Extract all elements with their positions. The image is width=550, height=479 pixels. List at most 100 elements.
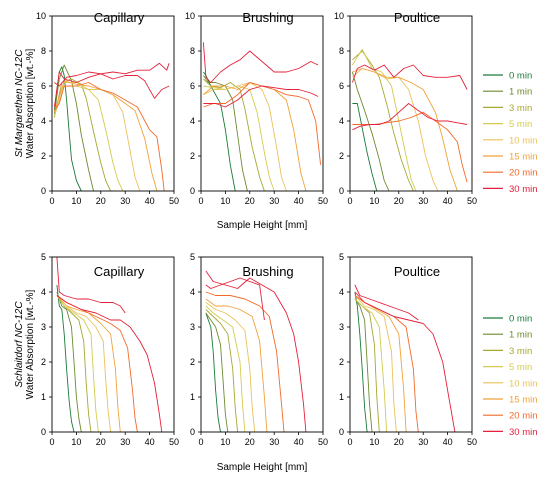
y-tick-label: 4 (339, 287, 344, 297)
y-tick-label: 1 (190, 392, 195, 402)
y-tick-label: 0 (190, 427, 195, 437)
series-line-30-min (53, 71, 170, 108)
x-tick-label: 0 (347, 196, 352, 206)
x-tick-label: 40 (145, 437, 155, 447)
series-line-15-min (56, 295, 121, 433)
y-tick-label: 4 (190, 116, 195, 126)
legend: 0 min 1 min 3 min 5 min 10 min 15 min 20 min 30… (483, 314, 538, 438)
x-tick-label: 30 (120, 437, 130, 447)
legend-label: 15 min (509, 152, 538, 163)
y-tick-label: 1 (41, 392, 46, 402)
panel-capillary-1: Capillary 0 10 20 30 40 50 0 2 4 6 8 10 (36, 10, 179, 206)
x-tick-label: 10 (369, 437, 379, 447)
y-tick-label: 4 (41, 287, 46, 297)
plot-frame (349, 15, 473, 192)
series-line-15-min (352, 68, 458, 192)
x-tick-label: 40 (443, 196, 453, 206)
y-tick-label: 0 (339, 186, 344, 196)
series-line-15-min (354, 295, 407, 433)
x-tick-label: 50 (467, 437, 477, 447)
series-line-30-min (205, 277, 265, 321)
series-line-20-min (54, 82, 165, 192)
panel-title: Capillary (94, 10, 145, 25)
y-axis-label: St Margarethen NC-12CWater Absorption [w… (14, 48, 36, 158)
series-line-0-min (352, 103, 378, 192)
x-tick-label: 10 (220, 196, 230, 206)
x-tick-label: 10 (71, 437, 81, 447)
y-axis-label-sample: St Margarethen NC-12C (14, 49, 25, 158)
y-tick-label: 3 (41, 322, 46, 332)
panel-brushing-2: Brushing 0 10 20 30 40 50 0 1 2 3 4 5 (190, 252, 328, 447)
y-axis-label-sample: Schlaitdorf NC-12C (14, 301, 25, 388)
y-tick-label: 10 (185, 11, 195, 21)
series-line-20-min (354, 295, 419, 433)
x-tick-label: 20 (96, 196, 106, 206)
series-line-5-min (205, 305, 246, 433)
legend-label: 20 min (509, 411, 538, 422)
y-tick-label: 8 (190, 46, 195, 56)
series-line-1-min (56, 291, 82, 433)
series-line-3-min (205, 309, 239, 433)
x-tick-label: 50 (169, 196, 179, 206)
y-tick-label: 4 (339, 116, 344, 126)
panel-brushing-1: Brushing 0 10 20 30 40 50 0 2 4 6 8 10 (185, 10, 328, 206)
y-tick-label: 3 (339, 322, 344, 332)
y-tick-label: 6 (339, 81, 344, 91)
series-line-10-min (352, 68, 439, 192)
y-tick-label: 0 (41, 427, 46, 437)
y-tick-label: 0 (339, 427, 344, 437)
y-tick-label: 6 (41, 81, 46, 91)
x-tick-label: 40 (294, 196, 304, 206)
panel-poultice-2: Poultice 0 10 20 30 40 50 0 1 2 3 4 5 (339, 252, 477, 447)
y-tick-label: 5 (190, 252, 195, 262)
x-tick-label: 50 (169, 437, 179, 447)
series-line-10-min (203, 82, 287, 192)
legend-label: 3 min (509, 103, 532, 114)
y-tick-label: 2 (190, 357, 195, 367)
legend-label: 20 min (509, 168, 538, 179)
series-line-0-min (56, 284, 75, 433)
y-tick-label: 8 (41, 46, 46, 56)
series-line-15-min (53, 80, 158, 192)
plot-frame (51, 15, 175, 192)
y-tick-label: 2 (41, 357, 46, 367)
y-tick-label: 2 (339, 151, 344, 161)
series-line-30-min (202, 42, 319, 83)
legend-label: 10 min (509, 135, 538, 146)
series-line-3-min (352, 50, 414, 192)
x-tick-label: 30 (120, 196, 130, 206)
series-line-10-min (205, 302, 256, 433)
series-line-3-min (203, 78, 265, 192)
plot-frame (200, 15, 324, 192)
x-tick-label: 40 (443, 437, 453, 447)
y-tick-label: 10 (36, 11, 46, 21)
x-tick-label: 20 (394, 437, 404, 447)
series-line-20-min (203, 82, 322, 165)
y-tick-label: 1 (339, 392, 344, 402)
legend-label: 5 min (509, 119, 532, 130)
x-tick-label: 20 (245, 437, 255, 447)
series-line-20-min (205, 291, 285, 433)
series-line-30-min (351, 64, 468, 90)
series-line-15-min (205, 298, 268, 433)
plot-frame (200, 256, 324, 433)
x-tick-label: 20 (394, 196, 404, 206)
x-tick-label: 40 (294, 437, 304, 447)
x-tick-label: 20 (245, 196, 255, 206)
series-line-30-min (352, 103, 468, 131)
x-tick-label: 30 (269, 196, 279, 206)
x-tick-label: 40 (145, 196, 155, 206)
y-tick-label: 2 (190, 151, 195, 161)
x-tick-label: 20 (96, 437, 106, 447)
series-line-30-min (54, 62, 170, 87)
x-tick-label: 0 (198, 196, 203, 206)
series-line-30-min (56, 295, 163, 433)
y-tick-label: 0 (41, 186, 46, 196)
x-axis-label: Sample Height [mm] (217, 220, 308, 231)
panel-capillary-2: Capillary 0 10 20 30 40 50 0 1 2 3 4 5 (41, 252, 179, 447)
legend-label: 30 min (509, 184, 538, 195)
panel-title: Poultice (394, 264, 440, 279)
x-tick-label: 10 (71, 196, 81, 206)
y-axis-label-quantity: Water Absorption [wt.-%] (25, 289, 36, 399)
